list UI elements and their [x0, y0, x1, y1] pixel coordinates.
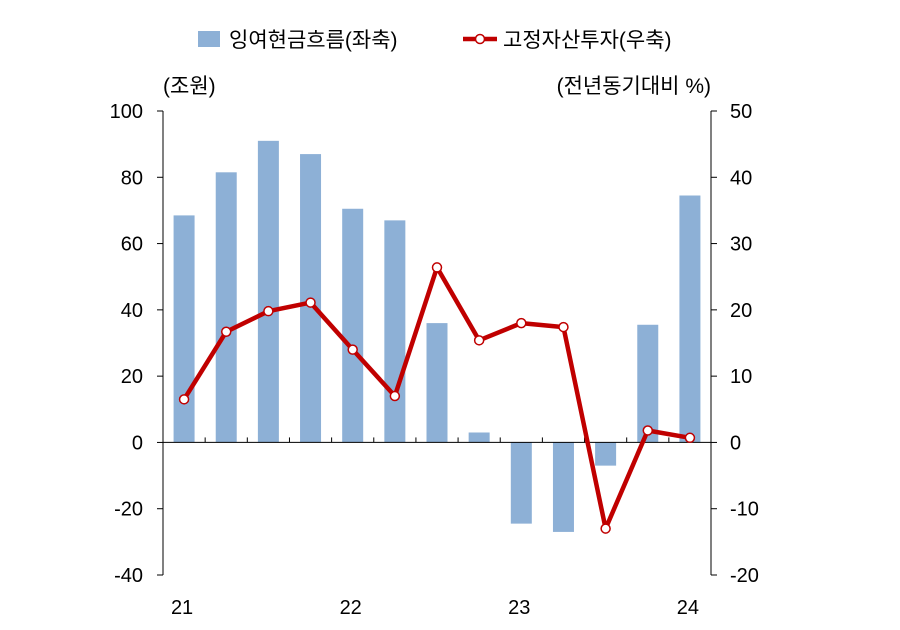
axes — [157, 110, 717, 576]
line-point — [600, 523, 611, 534]
right-tick-label: 0 — [730, 432, 741, 454]
right-tick-label: 40 — [730, 167, 752, 189]
left-tick-label: 100 — [110, 101, 143, 123]
bar — [595, 442, 617, 466]
left-tick-label: 20 — [121, 366, 143, 388]
right-tick-label: -10 — [730, 499, 759, 521]
left-tick-label: -20 — [114, 499, 143, 521]
bar-series — [173, 140, 701, 532]
line-point — [178, 394, 190, 405]
legend-marker-line — [474, 33, 486, 45]
bar — [468, 432, 490, 443]
line-point — [516, 317, 527, 329]
x-tick-label: 22 — [340, 597, 362, 619]
bar — [384, 220, 406, 443]
line-point — [220, 326, 232, 337]
bar — [552, 442, 574, 532]
line-point — [263, 305, 274, 317]
right-tick-label: 30 — [730, 234, 752, 256]
legend-swatch-bar — [198, 31, 220, 47]
bar — [215, 172, 237, 443]
legend-label-bar: 잉여현금흐름(좌축) — [229, 29, 398, 52]
line-point — [473, 335, 485, 346]
line-point — [558, 321, 569, 333]
legend: 잉여현금흐름(좌축) 고정자산투자(우축) — [198, 29, 672, 52]
right-tick-label: -20 — [730, 565, 759, 587]
left-tick-label: -40 — [114, 565, 143, 587]
left-tick-label: 40 — [121, 300, 143, 322]
bar — [173, 215, 195, 443]
right-tick-label: 20 — [730, 300, 752, 322]
bar — [426, 323, 448, 443]
bar — [342, 208, 364, 443]
line-point — [305, 297, 316, 308]
line-point — [642, 425, 654, 436]
bar — [510, 442, 532, 524]
right-tick-label: 50 — [730, 101, 752, 123]
x-tick-label: 23 — [508, 597, 530, 619]
line-series — [178, 262, 696, 534]
line-point — [684, 432, 696, 444]
bar — [679, 195, 701, 443]
legend-label-line: 고정자산투자(우축) — [503, 29, 672, 52]
left-tick-label: 60 — [121, 234, 143, 256]
x-tick-label: 21 — [171, 597, 193, 619]
right-tick-label: 10 — [730, 366, 752, 388]
right-axis-unit: (전년동기대비 %) — [557, 75, 711, 98]
x-tick-label: 24 — [677, 597, 699, 619]
bar — [637, 324, 659, 443]
line-point — [389, 390, 401, 402]
line-point — [431, 262, 443, 273]
bar — [257, 140, 279, 443]
left-tick-label: 80 — [121, 167, 143, 189]
line-point — [347, 344, 358, 355]
left-tick-label: 0 — [132, 432, 143, 454]
left-axis-unit: (조원) — [163, 75, 216, 98]
